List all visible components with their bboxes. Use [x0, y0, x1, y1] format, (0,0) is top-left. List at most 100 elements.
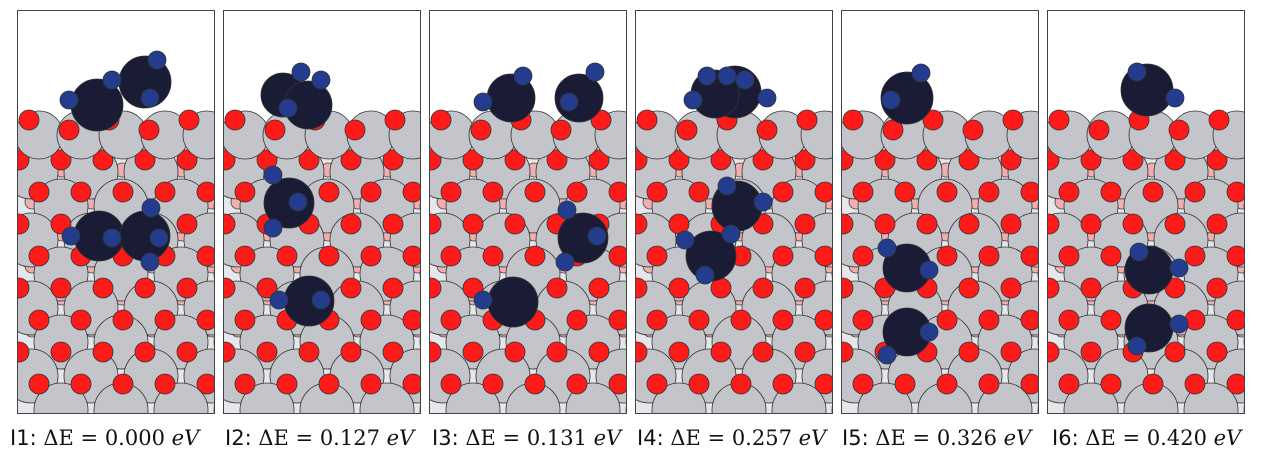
caption-id: I5	[842, 426, 862, 450]
oxygen-atom	[1000, 277, 1022, 299]
adsorbate-small-atom	[717, 176, 737, 196]
oxygen-atom	[1100, 373, 1122, 395]
oxygen-atom	[756, 119, 778, 141]
oxygen-atom	[176, 213, 198, 235]
side-view	[635, 109, 833, 160]
adsorbate-atom	[557, 212, 609, 264]
panel-i1	[17, 10, 215, 414]
oxygen-atom	[318, 245, 340, 267]
energy-unit: eV	[593, 426, 622, 450]
oxygen-atom	[276, 245, 298, 267]
oxygen-atom	[958, 341, 980, 363]
oxygen-atom	[1088, 119, 1110, 141]
equals-sign: =	[295, 426, 314, 450]
adsorbate-small-atom	[59, 90, 79, 110]
adsorbate-small-atom	[147, 50, 167, 70]
oxygen-atom	[894, 373, 916, 395]
adsorbate-small-atom	[735, 70, 755, 90]
oxygen-atom	[794, 213, 816, 235]
oxygen-atom	[28, 309, 50, 331]
delta-e-symbol: ΔE	[670, 426, 701, 450]
oxygen-atom	[176, 277, 198, 299]
oxygen-atom	[1080, 277, 1102, 299]
oxygen-atom	[772, 373, 794, 395]
adsorbate-small-atom	[473, 92, 493, 112]
oxygen-atom	[688, 181, 710, 203]
energy-unit: eV	[1213, 426, 1242, 450]
oxygen-atom	[852, 181, 874, 203]
oxygen-atom	[752, 341, 774, 363]
oxygen-atom	[504, 213, 526, 235]
caption-i1: I1: ΔE = 0.000 eV	[10, 426, 200, 450]
equals-sign: =	[1122, 426, 1141, 450]
adsorbate-atom	[487, 276, 539, 328]
structure-i5	[841, 10, 1039, 414]
oxygen-atom	[223, 277, 236, 299]
adsorbate-small-atom	[278, 98, 298, 118]
adsorbate-small-atom	[1169, 314, 1189, 334]
panel-i6	[1047, 10, 1245, 414]
oxygen-atom	[318, 181, 340, 203]
oxygen-atom	[1226, 373, 1245, 395]
oxygen-atom	[196, 373, 215, 395]
panel-border	[635, 10, 833, 414]
adsorbate-small-atom	[140, 252, 160, 272]
oxygen-atom	[440, 245, 462, 267]
oxygen-atom	[462, 341, 484, 363]
oxygen-atom	[874, 213, 896, 235]
oxygen-atom	[298, 341, 320, 363]
delta-e-value: 0.420	[1146, 426, 1207, 450]
adsorbate-small-atom	[753, 192, 773, 212]
equals-sign: =	[80, 426, 99, 450]
adsorbate-small-atom	[675, 230, 695, 250]
oxygen-atom	[223, 341, 236, 363]
oxygen-atom	[936, 245, 958, 267]
oxygen-atom	[344, 119, 366, 141]
oxygen-atom	[546, 341, 568, 363]
oxygen-atom	[608, 309, 627, 331]
oxygen-atom	[1080, 341, 1102, 363]
oxygen-atom	[340, 277, 362, 299]
oxygen-atom	[958, 213, 980, 235]
oxygen-atom	[70, 373, 92, 395]
oxygen-atom	[196, 309, 215, 331]
oxygen-atom	[384, 109, 406, 131]
oxygen-atom	[1047, 341, 1060, 363]
oxygen-atom	[936, 309, 958, 331]
oxygen-atom	[588, 277, 610, 299]
oxygen-atom	[482, 373, 504, 395]
delta-e-symbol: ΔE	[258, 426, 289, 450]
oxygen-atom	[360, 309, 382, 331]
oxygen-atom	[17, 213, 30, 235]
oxygen-atom	[482, 181, 504, 203]
structure-i4	[635, 10, 833, 414]
oxygen-atom	[1047, 277, 1060, 299]
adsorbate-small-atom	[1127, 336, 1147, 356]
oxygen-atom	[1206, 213, 1228, 235]
oxygen-atom	[382, 341, 404, 363]
equals-sign: =	[707, 426, 726, 450]
oxygen-atom	[608, 181, 627, 203]
adsorbate-small-atom	[585, 62, 605, 82]
oxygen-atom	[1226, 181, 1245, 203]
oxygen-atom	[50, 277, 72, 299]
oxygen-atom	[676, 119, 698, 141]
oxygen-atom	[223, 213, 236, 235]
oxygen-atom	[402, 373, 421, 395]
delta-e-value: 0.000	[104, 426, 165, 450]
oxygen-atom	[1206, 277, 1228, 299]
oxygen-atom	[1000, 341, 1022, 363]
panel-i3	[429, 10, 627, 414]
top-view-lattice	[429, 144, 627, 414]
delta-e-value: 0.257	[731, 426, 792, 450]
oxygen-atom	[112, 181, 134, 203]
oxygen-atom	[70, 309, 92, 331]
oxygen-atom	[234, 309, 256, 331]
oxygen-atom	[1142, 373, 1164, 395]
adsorbate-small-atom	[1127, 62, 1147, 82]
oxygen-atom	[1184, 373, 1206, 395]
caption-i4: I4: ΔE = 0.257 eV	[637, 426, 827, 450]
adsorbate-small-atom	[557, 200, 577, 220]
oxygen-atom	[814, 373, 833, 395]
oxygen-atom	[112, 309, 134, 331]
